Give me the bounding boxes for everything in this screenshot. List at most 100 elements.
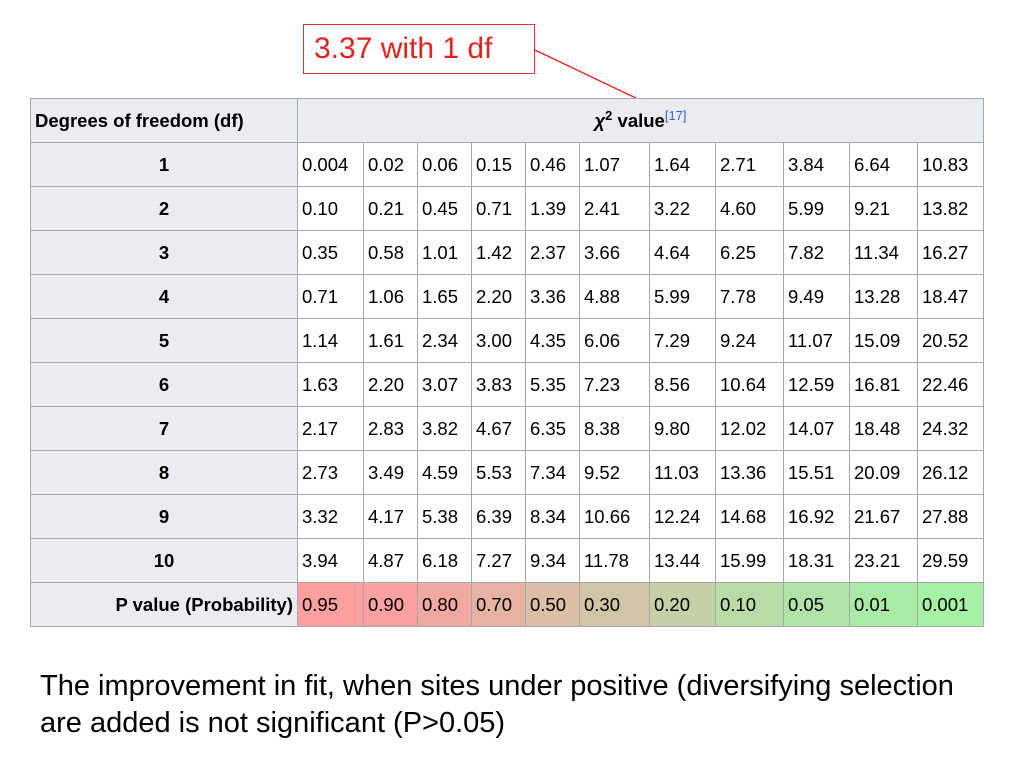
chi-value-cell: 3.82 — [417, 406, 472, 451]
chi-header-word: value — [612, 110, 665, 132]
chi-value-cell: 20.52 — [917, 318, 984, 363]
chi-value-cell: 2.71 — [715, 142, 784, 187]
table-row: 6 1.63 2.20 3.07 3.83 5.35 7.23 8.56 10.64 12.59 1… — [30, 362, 984, 407]
chi-value-cell: 16.92 — [783, 494, 850, 539]
df-cell: 5 — [30, 318, 298, 363]
chi-value-cell: 20.09 — [849, 450, 918, 495]
chi-value-cell: 16.27 — [917, 230, 984, 275]
chi-value-cell: 6.06 — [579, 318, 650, 363]
chi-value-cell: 4.60 — [715, 186, 784, 231]
chi-value-cell: 3.22 — [649, 186, 716, 231]
chi-value-cell: 21.67 — [849, 494, 918, 539]
df-cell: 2 — [30, 186, 298, 231]
chi-value-cell: 3.66 — [579, 230, 650, 275]
chi-value-cell: 18.48 — [849, 406, 918, 451]
p-value-cell: 0.90 — [363, 582, 418, 627]
chi-value-cell: 9.49 — [783, 274, 850, 319]
chi-value-cell: 1.63 — [297, 362, 364, 407]
chi-value-cell: 10.83 — [917, 142, 984, 187]
chi-value-cell: 8.38 — [579, 406, 650, 451]
chi-square-table: Degrees of freedom (df) χ2 value[17] 1 0.… — [30, 98, 984, 627]
chi-value-cell: 7.29 — [649, 318, 716, 363]
p-value-cell: 0.20 — [649, 582, 716, 627]
table-row: 5 1.14 1.61 2.34 3.00 4.35 6.06 7.29 9.24 11.07 15… — [30, 318, 984, 363]
chi-value-cell: 12.59 — [783, 362, 850, 407]
df-cell: 10 — [30, 538, 298, 583]
chi-value-cell: 5.35 — [525, 362, 580, 407]
chi-value-cell: 14.68 — [715, 494, 784, 539]
chi-value-cell: 4.64 — [649, 230, 716, 275]
table-row: 3 0.35 0.58 1.01 1.42 2.37 3.66 4.64 6.25 7.82 11.… — [30, 230, 984, 275]
chi-value-cell: 0.004 — [297, 142, 364, 187]
chi-value-cell: 6.35 — [525, 406, 580, 451]
table-row: 7 2.17 2.83 3.82 4.67 6.35 8.38 9.80 12.02 14.07 1… — [30, 406, 984, 451]
table-row: 10 3.94 4.87 6.18 7.27 9.34 11.78 13.44 15.99 18.… — [30, 538, 984, 583]
df-cell: 3 — [30, 230, 298, 275]
chi-value-cell: 4.88 — [579, 274, 650, 319]
chi-value-cell: 5.99 — [649, 274, 716, 319]
chi-value-cell: 23.21 — [849, 538, 918, 583]
chi-value-cell: 9.21 — [849, 186, 918, 231]
chi-value-header: χ2 value[17] — [297, 98, 984, 143]
chi-value-cell: 27.88 — [917, 494, 984, 539]
chi-value-cell: 8.34 — [525, 494, 580, 539]
chi-value-cell: 4.35 — [525, 318, 580, 363]
df-cell: 6 — [30, 362, 298, 407]
chi-value-cell: 3.00 — [471, 318, 526, 363]
chi-value-cell: 12.02 — [715, 406, 784, 451]
chi-value-cell: 2.17 — [297, 406, 364, 451]
chi-value-cell: 11.34 — [849, 230, 918, 275]
chi-value-cell: 1.64 — [649, 142, 716, 187]
chi-value-cell: 18.47 — [917, 274, 984, 319]
chi-value-cell: 0.45 — [417, 186, 472, 231]
chi-value-cell: 24.32 — [917, 406, 984, 451]
chi-value-cell: 10.66 — [579, 494, 650, 539]
p-value-label: P value (Probability) — [30, 582, 298, 627]
chi-value-cell: 1.39 — [525, 186, 580, 231]
table-row: 2 0.10 0.21 0.45 0.71 1.39 2.41 3.22 4.60 5.99 9.2… — [30, 186, 984, 231]
chi-value-cell: 0.35 — [297, 230, 364, 275]
chi-value-cell: 6.25 — [715, 230, 784, 275]
chi-value-cell: 1.65 — [417, 274, 472, 319]
df-cell: 8 — [30, 450, 298, 495]
chi-value-cell: 0.71 — [297, 274, 364, 319]
p-value-cell: 0.10 — [715, 582, 784, 627]
table-row: 8 2.73 3.49 4.59 5.53 7.34 9.52 11.03 13.36 15.51… — [30, 450, 984, 495]
chi-value-cell: 1.01 — [417, 230, 472, 275]
chi-value-cell: 13.82 — [917, 186, 984, 231]
chi-value-cell: 1.61 — [363, 318, 418, 363]
conclusion-caption: The improvement in fit, when sites under… — [40, 670, 954, 739]
chi-value-cell: 10.64 — [715, 362, 784, 407]
chi-value-cell: 7.23 — [579, 362, 650, 407]
chi-value-cell: 26.12 — [917, 450, 984, 495]
chi-value-cell: 3.49 — [363, 450, 418, 495]
chi-value-cell: 0.06 — [417, 142, 472, 187]
chi-value-cell: 15.09 — [849, 318, 918, 363]
chi-value-cell: 0.10 — [297, 186, 364, 231]
chi-power: 2 — [605, 108, 613, 124]
chi-value-cell: 29.59 — [917, 538, 984, 583]
df-cell: 9 — [30, 494, 298, 539]
chi-value-cell: 3.83 — [471, 362, 526, 407]
chi-value-cell: 2.73 — [297, 450, 364, 495]
chi-value-cell: 1.07 — [579, 142, 650, 187]
p-value-cell: 0.30 — [579, 582, 650, 627]
chi-value-cell: 2.83 — [363, 406, 418, 451]
chi-value-cell: 3.94 — [297, 538, 364, 583]
chi-value-cell: 13.36 — [715, 450, 784, 495]
chi-value-cell: 4.67 — [471, 406, 526, 451]
reference-link[interactable]: [17] — [664, 108, 687, 124]
p-value-cell: 0.01 — [849, 582, 918, 627]
chi-value-cell: 5.99 — [783, 186, 850, 231]
chi-value-cell: 4.17 — [363, 494, 418, 539]
chi-value-cell: 3.07 — [417, 362, 472, 407]
chi-value-cell: 3.84 — [783, 142, 850, 187]
p-value-cell: 0.80 — [417, 582, 472, 627]
chi-value-cell: 18.31 — [783, 538, 850, 583]
annotation-callout: 3.37 with 1 df — [303, 24, 535, 74]
chi-value-cell: 13.28 — [849, 274, 918, 319]
chi-value-cell: 11.07 — [783, 318, 850, 363]
table-header-row: Degrees of freedom (df) χ2 value[17] — [30, 98, 984, 143]
p-value-cell: 0.95 — [297, 582, 364, 627]
p-value-row: P value (Probability) 0.95 0.90 0.80 0.70 0.5… — [30, 582, 984, 627]
